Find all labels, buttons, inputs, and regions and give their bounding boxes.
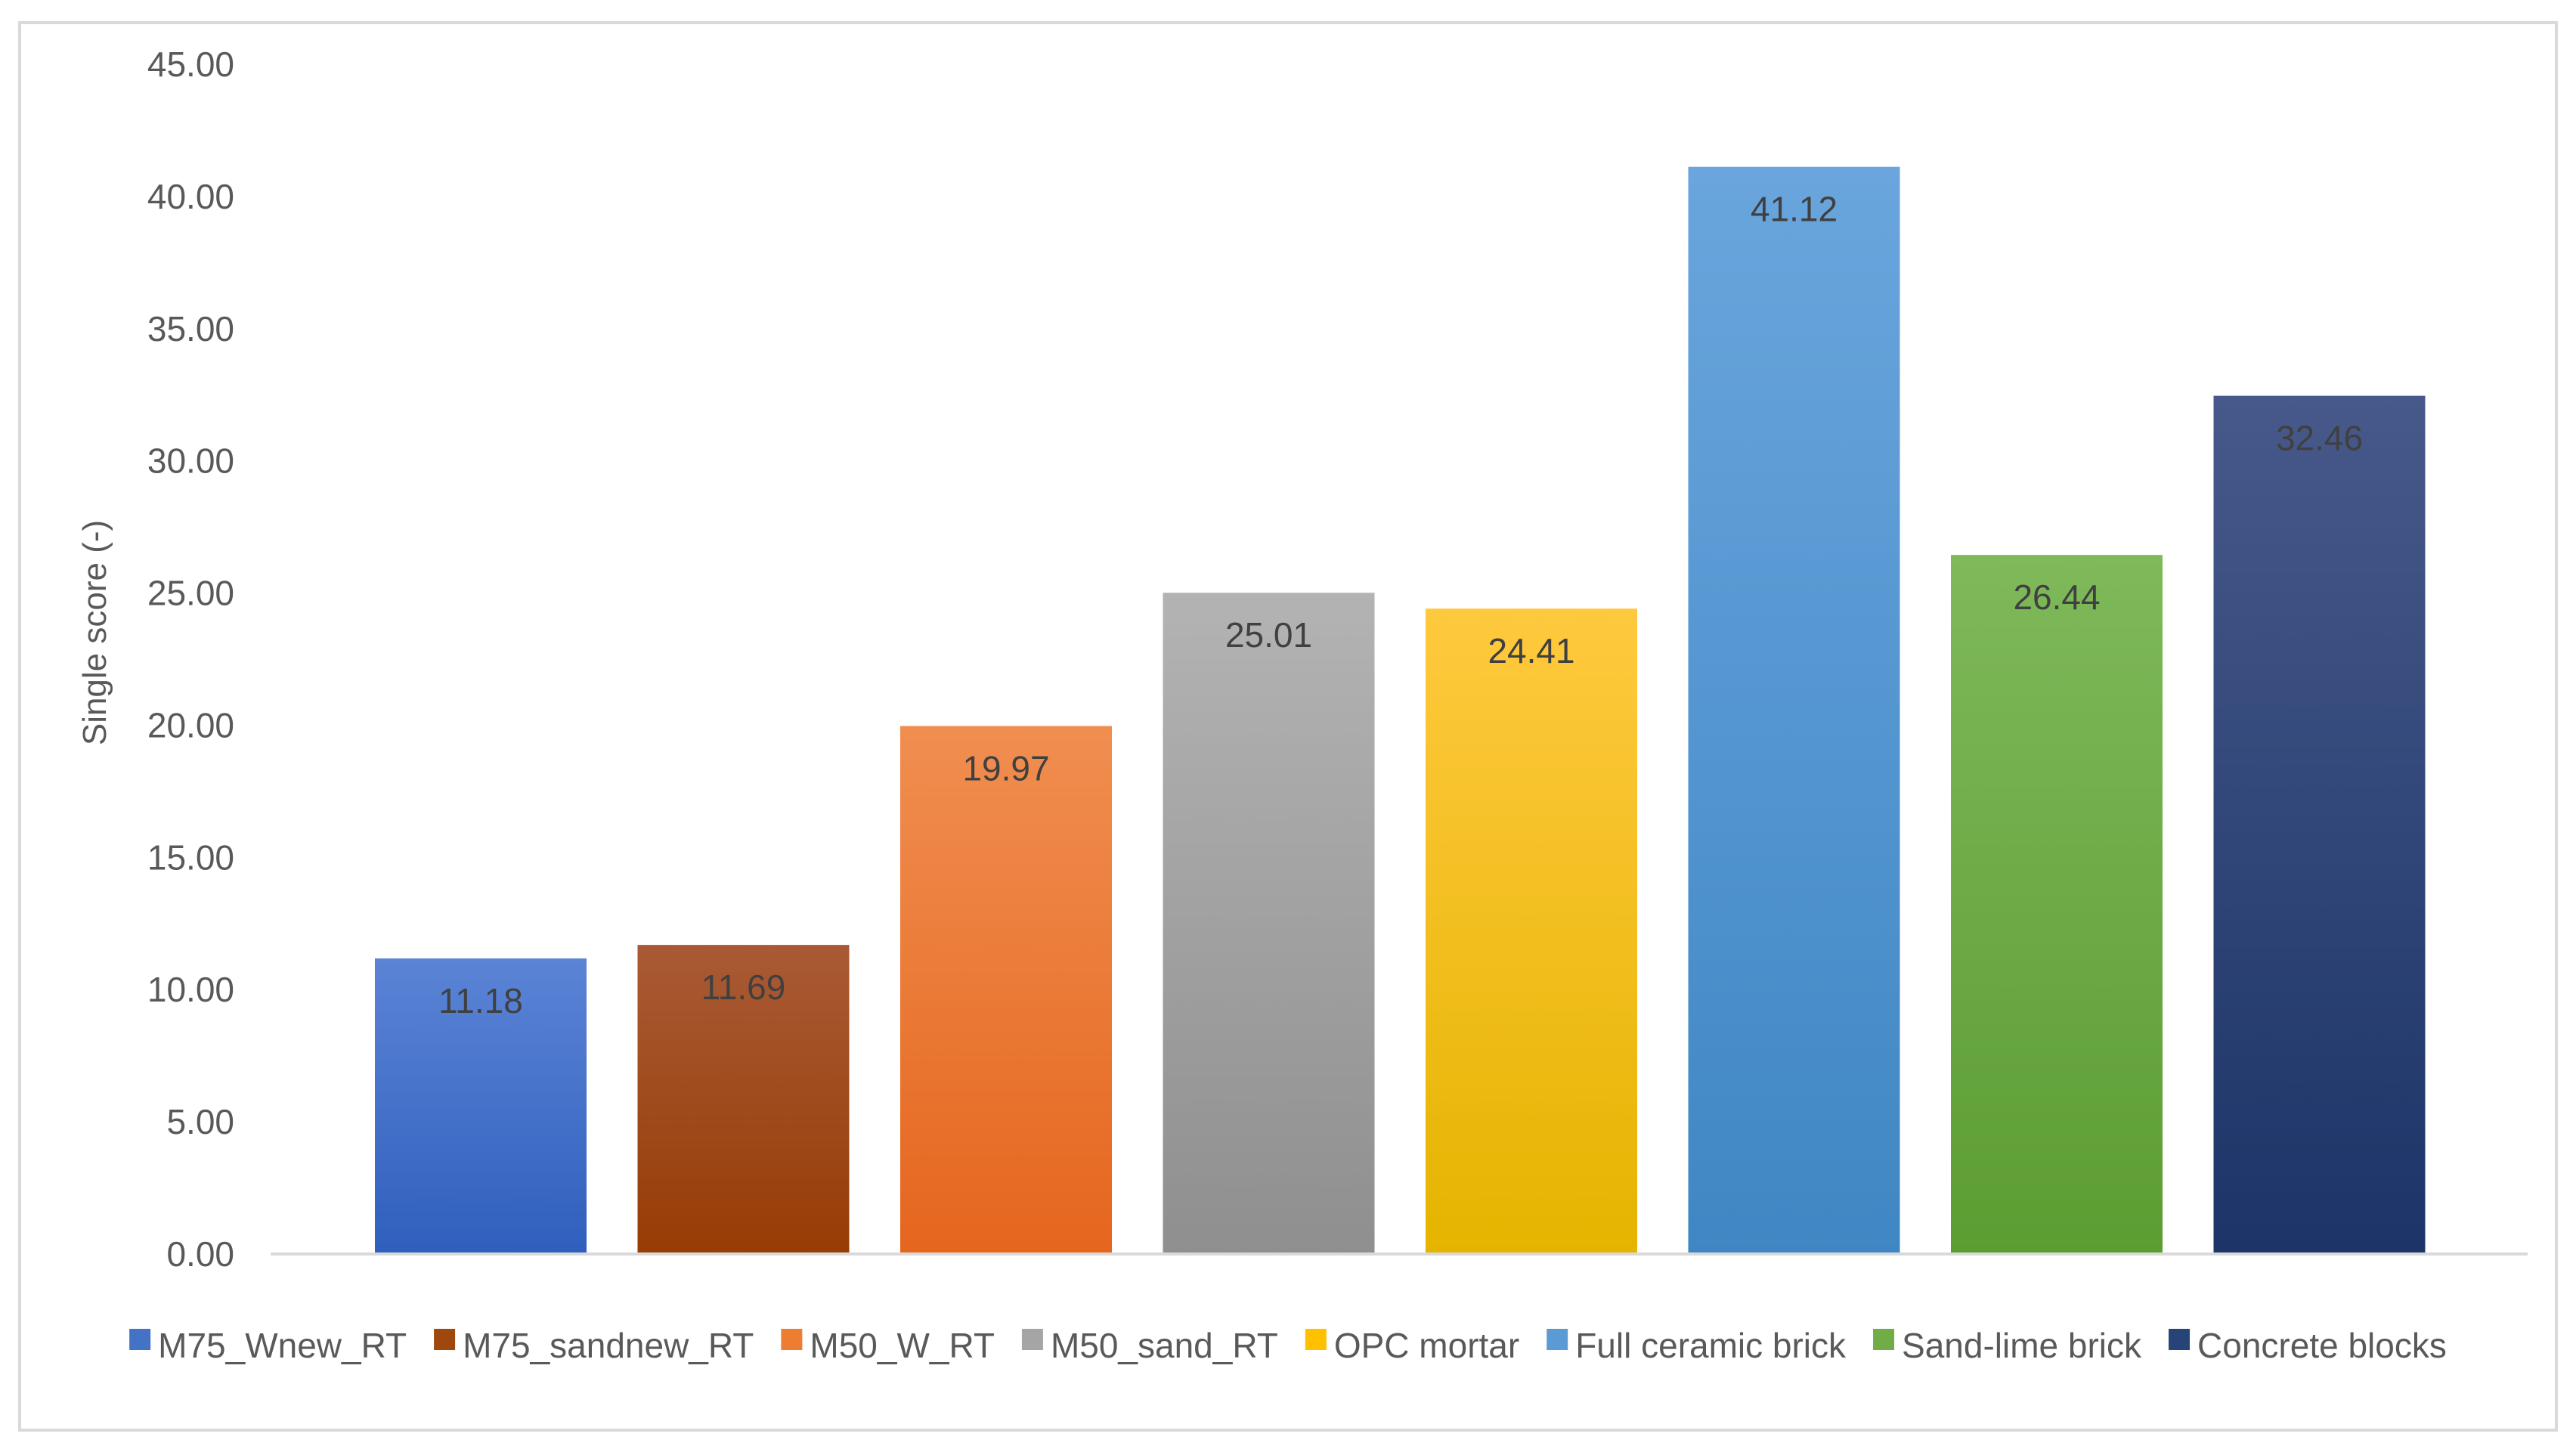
y-tick-label: 5.00 bbox=[166, 1102, 234, 1141]
bar-2 bbox=[900, 726, 1112, 1254]
y-axis-title: Single score (-) bbox=[76, 520, 113, 745]
bar-0 bbox=[375, 958, 587, 1254]
data-label-4: 24.41 bbox=[1488, 631, 1574, 670]
legend-swatch bbox=[781, 1329, 803, 1350]
legend-swatch bbox=[1547, 1329, 1568, 1350]
bar-6 bbox=[1951, 555, 2163, 1254]
chart-frame: Single score (-) 0.00 5.00 10.00 15.00 20.00… bbox=[18, 21, 2558, 1432]
data-labels: 11.18 11.69 19.97 25.01 24.41 41.12 26.44 32.46 bbox=[438, 190, 2363, 1020]
y-tick-label: 45.00 bbox=[147, 45, 234, 84]
y-tick-label: 25.00 bbox=[147, 574, 234, 613]
legend-item-5: Full ceramic brick bbox=[1547, 1326, 1847, 1365]
y-axis-ticks: 0.00 5.00 10.00 15.00 20.00 25.00 30.00 35.00 40… bbox=[147, 45, 234, 1274]
data-label-2: 19.97 bbox=[962, 748, 1049, 788]
legend-swatch bbox=[129, 1329, 151, 1350]
bar-5 bbox=[1688, 166, 1900, 1255]
legend-swatch bbox=[1873, 1329, 1895, 1350]
data-label-3: 25.01 bbox=[1225, 615, 1312, 655]
legend-swatch bbox=[1305, 1329, 1327, 1350]
legend-item-1: M75_sandnew_RT bbox=[434, 1326, 754, 1365]
legend-swatch bbox=[2169, 1329, 2191, 1350]
legend-label: M50_sand_RT bbox=[1051, 1326, 1278, 1365]
data-label-0: 11.18 bbox=[438, 981, 523, 1020]
y-tick-label: 10.00 bbox=[147, 970, 234, 1009]
bar-1 bbox=[637, 945, 850, 1254]
bars bbox=[375, 166, 2426, 1255]
legend-item-3: M50_sand_RT bbox=[1021, 1326, 1278, 1365]
y-tick-label: 35.00 bbox=[147, 309, 234, 348]
legend-item-4: OPC mortar bbox=[1305, 1326, 1519, 1365]
y-tick-label: 0.00 bbox=[166, 1234, 234, 1274]
y-tick-label: 15.00 bbox=[147, 838, 234, 877]
data-label-5: 41.12 bbox=[1751, 190, 1838, 229]
bar-4 bbox=[1426, 608, 1637, 1254]
legend-item-0: M75_Wnew_RT bbox=[129, 1326, 407, 1365]
y-tick-label: 40.00 bbox=[147, 177, 234, 216]
legend-item-7: Concrete blocks bbox=[2169, 1326, 2447, 1365]
legend-swatch bbox=[1021, 1329, 1043, 1350]
legend-label: OPC mortar bbox=[1334, 1326, 1519, 1365]
legend-label: Full ceramic brick bbox=[1575, 1326, 1847, 1365]
legend-label: M50_W_RT bbox=[810, 1326, 995, 1365]
legend-item-2: M50_W_RT bbox=[781, 1326, 995, 1365]
data-label-6: 26.44 bbox=[2013, 577, 2100, 617]
bar-3 bbox=[1163, 593, 1375, 1254]
legend-label: M75_sandnew_RT bbox=[463, 1326, 754, 1365]
y-tick-label: 30.00 bbox=[147, 441, 234, 481]
y-tick-label: 20.00 bbox=[147, 705, 234, 745]
bar-7 bbox=[2213, 395, 2426, 1254]
legend-label: Concrete blocks bbox=[2197, 1326, 2447, 1365]
legend-label: M75_Wnew_RT bbox=[158, 1326, 407, 1365]
data-label-7: 32.46 bbox=[2276, 419, 2363, 458]
data-label-1: 11.69 bbox=[701, 968, 786, 1007]
legend: M75_Wnew_RT M75_sandnew_RT M50_W_RT M50_san… bbox=[129, 1326, 2447, 1365]
legend-label: Sand-lime brick bbox=[1902, 1326, 2142, 1365]
legend-swatch bbox=[434, 1329, 456, 1350]
bar-chart: Single score (-) 0.00 5.00 10.00 15.00 20.00… bbox=[76, 45, 2528, 1365]
legend-item-6: Sand-lime brick bbox=[1873, 1326, 2142, 1365]
y-axis-title-group: Single score (-) bbox=[76, 520, 113, 745]
